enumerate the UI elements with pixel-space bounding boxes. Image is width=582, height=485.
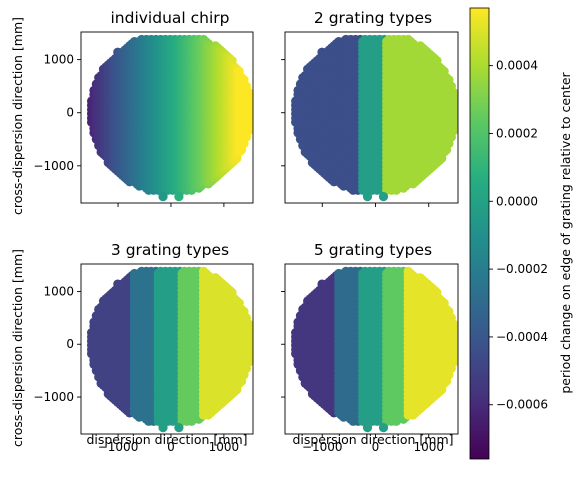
- panel-title-1: individual chirp: [110, 9, 229, 27]
- panel-title-4: 5 grating types: [314, 241, 432, 259]
- panel-title-2: 2 grating types: [314, 9, 432, 27]
- x-axis-label-left: dispersion direction [mm]: [86, 432, 247, 447]
- x-axis-label-right: dispersion direction [mm]: [292, 432, 453, 447]
- data-points: [291, 34, 458, 202]
- axes-frame: [80, 31, 254, 204]
- y-tick-label: 0: [66, 106, 74, 120]
- data-point: [174, 192, 184, 202]
- data-points: [86, 266, 253, 433]
- panel-2-grating-types: [281, 31, 459, 207]
- panel-title-3: 3 grating types: [111, 241, 229, 259]
- data-points: [86, 34, 253, 202]
- panel-individual-chirp: −1000 0 1000: [33, 31, 254, 207]
- y-axis-label-top: cross-dispersion direction [mm]: [10, 17, 25, 215]
- data-point: [362, 192, 373, 202]
- axes-frame: [284, 31, 459, 204]
- data-point: [378, 192, 389, 202]
- data-point: [158, 192, 168, 202]
- y-tick-label: −1000: [33, 159, 74, 173]
- data-point: [244, 87, 253, 98]
- y-tick-label: 1000: [43, 53, 74, 67]
- data-point: [449, 87, 458, 98]
- y-axis-label-bottom: cross-dispersion direction [mm]: [10, 249, 25, 447]
